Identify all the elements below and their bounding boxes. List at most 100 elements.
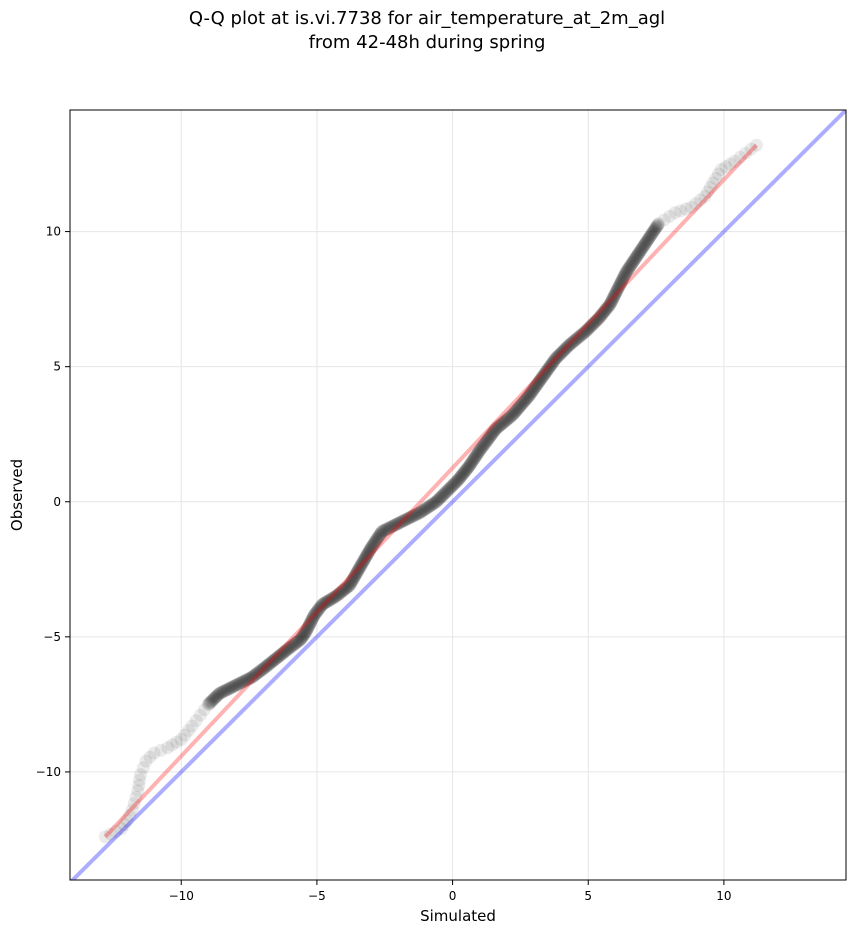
quantile-point [274,648,288,662]
y-tick-label: 5 [53,360,61,374]
quantile-point [202,696,216,710]
quantile-point [394,515,408,529]
quantile-point [340,580,354,594]
quantile-point [464,456,478,470]
quantile-point [648,221,662,235]
ticks: −10 −5 0 5 10 −10 −5 0 5 10 [36,225,732,903]
quantile-point [264,656,278,670]
quantile-point [353,560,367,574]
quantile-point [630,249,644,263]
chart-title-line-2: from 42-48h during spring [308,32,546,53]
quantile-point [129,790,143,804]
quantile-point [282,642,296,656]
quantile-point [320,594,334,608]
quantile-point [514,398,528,412]
quantile-point [450,474,464,488]
quantile-point [698,189,712,203]
quantile-point [297,628,311,642]
quantile-point [595,308,609,322]
quantile-point [451,473,465,487]
quantile-point [477,437,491,451]
quantile-point [143,750,157,764]
quantile-point [234,676,248,690]
quantile-point [556,344,570,358]
quantile-point [627,254,641,268]
quantile-point [369,533,383,547]
quantile-point [473,443,487,457]
quantile-point [414,505,428,519]
quantile-point [488,423,502,437]
quantile-point [300,622,314,636]
quantile-point [605,293,619,307]
quantile-point [430,494,444,508]
quantile-point [385,520,399,534]
quantile-point [375,524,389,538]
quantile-point [250,667,264,681]
quantile-point [454,470,468,484]
quantile-point [539,365,553,379]
quantile-point [421,501,435,515]
quantile-point [380,522,394,536]
quantile-point [125,803,139,817]
quantile-point [363,542,377,556]
quantile-point [444,480,458,494]
quantile-point [418,502,432,516]
quantile-point [308,607,322,621]
quantile-point [322,594,335,608]
quantile-point [360,548,374,562]
quantile-point [464,457,478,471]
quantile-point [572,330,586,344]
quantile-point [537,368,551,382]
quantile-point [606,292,620,306]
quantile-point [409,508,423,522]
quantile-point [461,461,475,475]
quantile-point [602,299,616,313]
quantile-point [482,431,496,445]
quantile-point [363,543,377,557]
quantile-point [313,601,327,615]
quantile-point [314,600,328,614]
grid [70,110,846,880]
quantile-point [459,463,473,477]
quantile-point [452,472,466,486]
quantile-point [211,688,225,702]
quantile-point [518,394,532,408]
quantile-point [254,663,268,677]
quantile-point [586,317,600,331]
quantile-point [505,408,519,422]
quantile-point [178,728,192,742]
quantile-point [402,511,416,525]
quantile-point [549,352,563,366]
quantile-point [288,637,302,651]
quantile-point [386,519,400,533]
quantile-point [565,336,579,350]
quantile-point [333,586,347,600]
y-tick-label: −10 [36,765,61,779]
quantile-point [367,537,381,551]
quantile-point [404,510,418,524]
quantile-point [487,424,501,438]
quantile-point [310,605,324,619]
quantile-point [522,388,536,402]
quantile-point [174,733,188,747]
quantile-point [628,251,642,265]
quantile-point [486,425,500,439]
quantile-point [644,228,658,242]
x-tick-label: 5 [584,889,592,903]
quantile-point [469,450,483,464]
quantile-point [591,312,605,326]
quantile-point [133,773,147,787]
quantile-point [207,692,221,706]
quantile-point [412,506,426,520]
quantile-point [519,393,533,407]
quantile-point [465,455,479,469]
quantile-point [208,691,222,705]
quantile-point [302,618,316,632]
lines-layer [70,110,846,880]
quantile-point [442,482,456,496]
quantile-point [479,435,493,449]
quantile-point [544,359,558,373]
quantile-point [562,338,576,352]
quantile-point [323,593,337,607]
quantile-point [576,326,590,340]
